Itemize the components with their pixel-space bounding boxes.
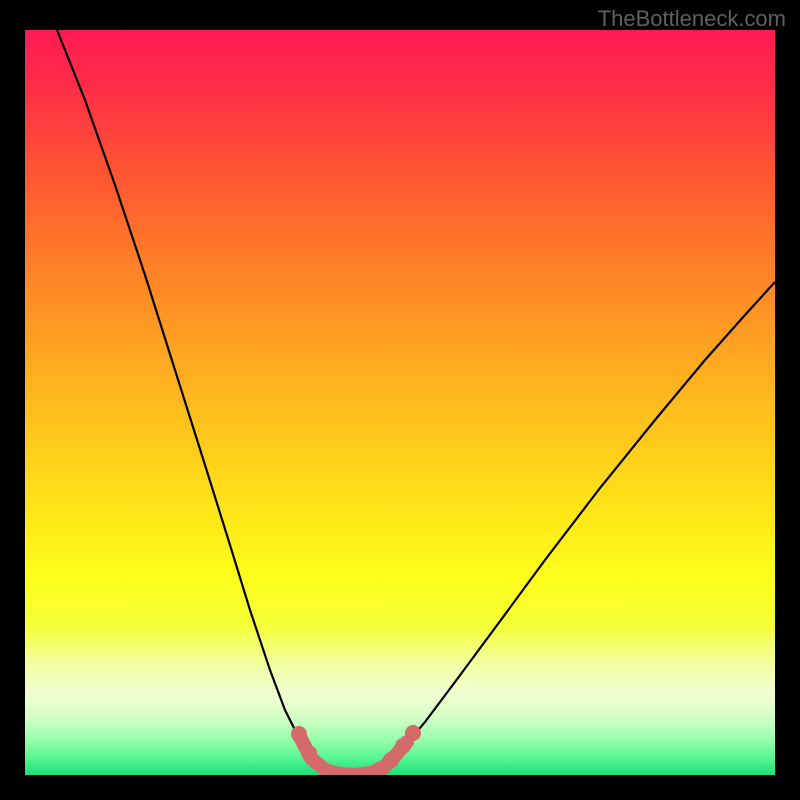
curve-layer	[25, 30, 775, 775]
curve-left	[57, 30, 311, 758]
plot-area	[25, 30, 775, 775]
curve-right	[393, 282, 775, 758]
chart-frame: TheBottleneck.com	[0, 0, 800, 800]
watermark-text: TheBottleneck.com	[598, 6, 786, 32]
curve-bottom-dots	[291, 725, 421, 775]
